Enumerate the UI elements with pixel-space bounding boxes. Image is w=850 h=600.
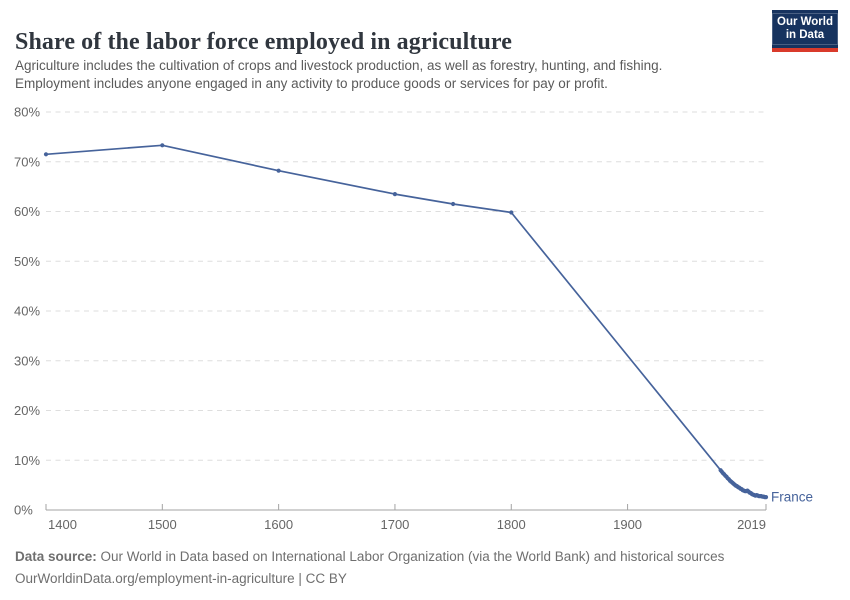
y-axis-tick-label: 0%: [14, 503, 33, 518]
data-point: [392, 192, 397, 197]
citation-line: OurWorldinData.org/employment-in-agricul…: [15, 571, 347, 586]
y-axis-tick-label: 50%: [14, 254, 40, 269]
x-axis-tick-label: 1500: [148, 517, 177, 532]
x-axis-tick-label: 1400: [48, 517, 77, 532]
owid-logo-text-line1: Our World: [777, 16, 834, 28]
data-point: [43, 152, 49, 157]
y-axis-tick-label: 70%: [14, 154, 40, 169]
data-source-text: Our World in Data based on International…: [96, 549, 725, 564]
y-axis-tick-label: 60%: [14, 204, 40, 219]
y-axis-tick-label: 40%: [14, 304, 40, 319]
owid-logo[interactable]: Our World in Data: [772, 10, 839, 52]
data-point: [451, 201, 456, 207]
owid-logo-text-line2: in Data: [785, 29, 825, 41]
chart-subtitle-line1: Agriculture includes the cultivation of …: [15, 58, 663, 73]
x-axis-tick-label: 1900: [613, 517, 642, 532]
chart-subtitle: Agriculture includes the cultivation of …: [15, 57, 775, 92]
data-point: [509, 210, 514, 215]
france-line: [45, 144, 766, 498]
data-source-label: Data source:: [15, 549, 97, 564]
data-point: [276, 168, 281, 173]
y-axis-tick-label: 10%: [14, 453, 40, 468]
x-axis-tick-label: 1700: [380, 517, 409, 532]
data-point: [763, 495, 769, 500]
x-axis-tick-label: 2019: [737, 517, 766, 532]
x-axis-tick-label: 1600: [264, 517, 293, 532]
owid-logo-frame: Our World in Data: [772, 13, 839, 45]
series-label-france: France: [771, 490, 813, 505]
y-axis-tick-label: 80%: [14, 105, 40, 120]
chart-subtitle-line2: Employment includes anyone engaged in an…: [15, 75, 608, 91]
y-axis-tick-label: 30%: [14, 353, 40, 368]
data-source-line: Data source: Our World in Data based on …: [15, 546, 815, 568]
data-point: [160, 143, 165, 148]
chart-title: Share of the labor force employed in agr…: [15, 29, 512, 56]
y-axis-tick-label: 20%: [14, 403, 40, 418]
chart-footer: Data source: Our World in Data based on …: [15, 546, 815, 590]
x-axis-tick-label: 1800: [497, 517, 526, 532]
